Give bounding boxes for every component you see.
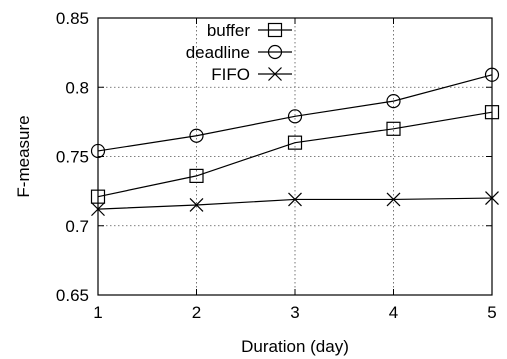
legend-item-deadline: deadline — [186, 43, 292, 62]
x-tick-label: 2 — [192, 303, 201, 322]
data-point-deadline — [386, 93, 401, 109]
data-point-fifo — [386, 192, 401, 207]
legend-marker-buffer — [267, 22, 283, 38]
data-point-buffer — [189, 168, 204, 183]
y-tick-label: 0.75 — [56, 148, 89, 167]
x-axis-label: Duration (day) — [241, 337, 349, 356]
legend-item-fifo: FIFO — [211, 65, 292, 84]
y-tick-label: 0.8 — [65, 78, 89, 97]
legend-marker-fifo — [268, 67, 282, 81]
data-point-buffer — [386, 121, 401, 136]
data-point-fifo — [189, 198, 204, 212]
legend: buffer deadline FIFO — [186, 21, 292, 84]
data-point-deadline — [287, 109, 303, 124]
series-deadline — [90, 67, 500, 159]
legend-marker-deadline — [267, 44, 283, 60]
plot-frame — [97, 17, 493, 296]
y-tick-label: 0.65 — [56, 286, 89, 305]
x-tick-label: 1 — [93, 303, 102, 322]
y-tick-label: 0.85 — [56, 9, 89, 28]
x-tick-label: 3 — [290, 303, 299, 322]
y-tick-label: 0.7 — [65, 217, 89, 236]
series-line-deadline — [97, 74, 493, 152]
data-point-fifo — [288, 192, 302, 207]
cross-stroke — [268, 67, 282, 81]
cross-stroke — [288, 192, 302, 207]
x-tick-label: 4 — [389, 303, 398, 322]
data-point-buffer — [287, 135, 303, 150]
legend-item-buffer: buffer — [207, 21, 292, 40]
series-line-buffer — [97, 111, 493, 198]
legend-label-fifo: FIFO — [211, 65, 250, 84]
legend-label-buffer: buffer — [207, 21, 251, 40]
y-axis-label: F-measure — [14, 115, 33, 197]
cross-stroke — [386, 192, 401, 207]
cross-stroke — [189, 198, 204, 212]
grid — [98, 18, 492, 295]
x-tick-label: 5 — [487, 303, 496, 322]
data-point-deadline — [189, 128, 204, 143]
axis-ticks: 0.65 0.7 0.75 0.8 0.85 1 2 3 4 5 — [56, 9, 497, 322]
legend-label-deadline: deadline — [186, 43, 250, 62]
